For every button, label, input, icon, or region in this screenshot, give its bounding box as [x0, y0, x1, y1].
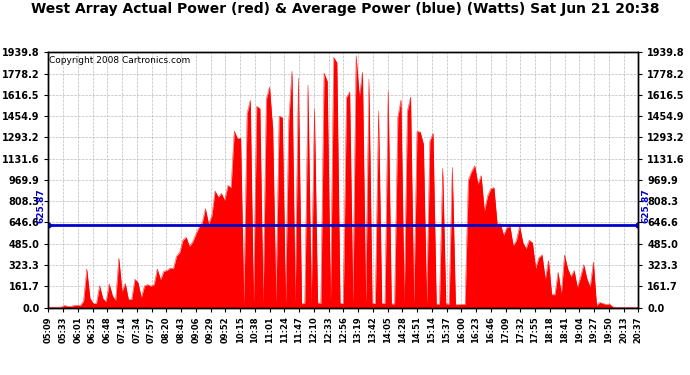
- Text: Copyright 2008 Cartronics.com: Copyright 2008 Cartronics.com: [50, 56, 190, 65]
- Text: 625.87: 625.87: [642, 188, 651, 223]
- Text: West Array Actual Power (red) & Average Power (blue) (Watts) Sat Jun 21 20:38: West Array Actual Power (red) & Average …: [31, 2, 659, 16]
- Text: 625.87: 625.87: [36, 188, 45, 223]
